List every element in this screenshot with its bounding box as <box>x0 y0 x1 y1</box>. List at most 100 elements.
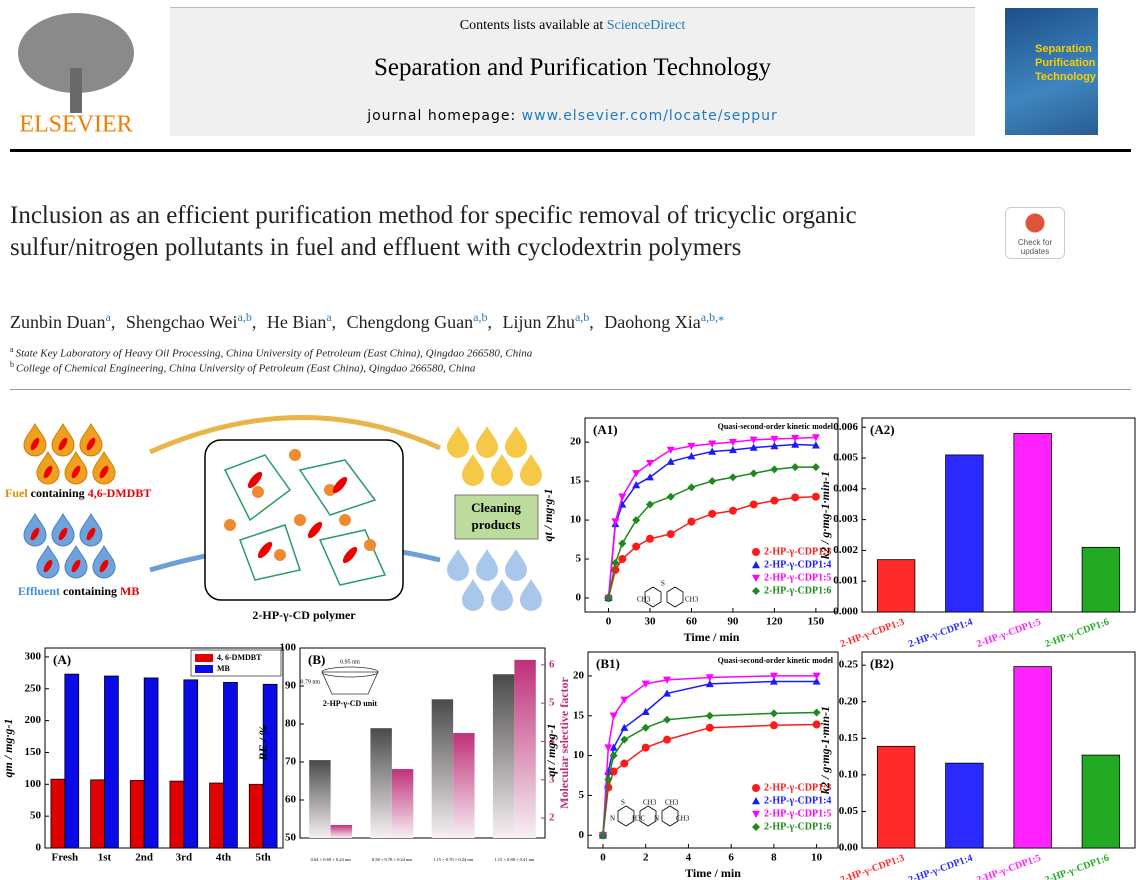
x-tick-label: 60 <box>686 616 698 628</box>
bar <box>945 454 984 613</box>
author[interactable]: Daohong Xiaa,b,⁎ <box>604 310 724 332</box>
fuel-arrow <box>148 415 442 455</box>
y2-tick-label: 3 <box>549 773 555 785</box>
abstract-content: Cleaning products Fuel containing 4,6-DM… <box>1 415 1136 880</box>
author[interactable]: He Biana <box>266 310 342 332</box>
products-label: Cleaning <box>471 500 521 515</box>
x-tick-label: 30 <box>644 616 656 628</box>
x-axis-label: Time / min <box>684 630 740 644</box>
legend-label: 2-HP-γ-CDP1:3 <box>764 782 831 793</box>
panel-label: (B1) <box>596 656 620 671</box>
y-axis-label: qt / mg·g-1 <box>541 489 555 542</box>
products-label: products <box>472 517 521 532</box>
marker <box>620 723 629 731</box>
marker <box>770 496 779 505</box>
author[interactable]: Zunbin Duana <box>10 310 121 332</box>
journal-cover: Separation Purification Technology <box>1005 8 1098 135</box>
author[interactable]: Lijun Zhua,b <box>502 310 599 332</box>
y-tick-label: 100 <box>25 778 42 790</box>
x-tick-label: 8 <box>771 852 777 864</box>
check-updates-badge[interactable]: Check for updates <box>1005 207 1065 259</box>
annotation: Quasi-second-order kinetic model <box>718 422 834 431</box>
bar <box>223 681 238 849</box>
marker <box>687 452 696 460</box>
affiliation-text: College of Chemical Engineering, China U… <box>16 362 476 375</box>
section-rule <box>10 389 1131 390</box>
y-tick-label: 20 <box>570 436 582 448</box>
marker <box>811 434 820 442</box>
y-tick-label: 50 <box>285 832 297 844</box>
marker <box>641 743 650 752</box>
structure-drawing <box>644 586 684 608</box>
bar <box>330 824 353 838</box>
x-tick-label: 2-HP-γ-CDP1:6 <box>1044 617 1111 650</box>
x-tick-label: 0 <box>600 852 606 864</box>
legend-label: 4, 6-DMDBT <box>217 653 262 662</box>
y-tick-label: 5 <box>576 553 582 565</box>
bar <box>169 780 185 849</box>
y-axis-label: qm / mg·g-1 <box>1 719 15 778</box>
legend-marker <box>752 561 760 569</box>
label-part: Fuel <box>5 486 28 500</box>
legend-swatch <box>195 665 213 673</box>
x-tick-label: 2 <box>643 852 649 864</box>
structure-label: CH3 <box>676 815 690 823</box>
marker <box>791 493 800 502</box>
legend-label: 2-HP-γ-CDP1:4 <box>764 559 831 570</box>
marker <box>812 720 821 729</box>
marker <box>687 483 696 492</box>
marker <box>632 516 641 525</box>
label-part: Effluent <box>18 584 60 598</box>
graphical-abstract: Cleaning products Fuel containing 4,6-DM… <box>1 415 1136 880</box>
y-tick-label: 0.00 <box>839 842 859 854</box>
structure-drawing <box>617 805 679 827</box>
x-tick-label: 4 <box>686 852 692 864</box>
effluent-label: Effluent containing MB <box>18 584 139 598</box>
y-tick-label: 15 <box>570 475 582 487</box>
x-tick-label: 1st <box>98 852 112 864</box>
legend-label: 2-HP-γ-CDP1:6 <box>764 821 831 832</box>
marker <box>769 721 778 730</box>
x-tick-label: 3rd <box>176 852 193 864</box>
clean-water-drops <box>447 549 542 611</box>
marker <box>611 518 620 526</box>
sciencedirect-link[interactable]: ScienceDirect <box>606 18 686 33</box>
marker <box>708 509 717 518</box>
panel-label: (B) <box>308 652 325 667</box>
marker <box>666 492 675 501</box>
author[interactable]: Shengchao Weia,b <box>126 310 263 332</box>
author-aff: a <box>105 310 111 324</box>
marker <box>811 463 820 472</box>
bar <box>143 677 159 849</box>
author-name: He Bian <box>266 312 327 332</box>
y-tick-label: 0.20 <box>839 695 859 707</box>
author[interactable]: Chengdong Guana,b <box>347 310 498 332</box>
affiliation-text: State Key Laboratory of Heavy Oil Proces… <box>15 347 533 360</box>
cover-word: Technology <box>1035 71 1096 83</box>
x-tick-label: 0.58 × 0.78 × 0.24 nm <box>372 857 413 862</box>
clean-fuel-drops <box>447 426 542 486</box>
legend-label: 2-HP-γ-CDP1:6 <box>764 585 831 596</box>
marker <box>609 767 618 776</box>
y-tick-label: 70 <box>285 756 297 768</box>
y-tick-label: 0.006 <box>833 421 858 433</box>
homepage-link[interactable]: www.elsevier.com/locate/seppur <box>521 108 778 124</box>
y-tick-label: 100 <box>280 642 297 654</box>
marker <box>604 744 613 752</box>
marker <box>618 539 627 548</box>
structure-label: CH3 <box>685 596 699 604</box>
y-tick-label: 90 <box>285 680 297 692</box>
marker <box>645 534 654 543</box>
y-tick-label: 5 <box>579 789 585 801</box>
article-title: Inclusion as an efficient purification m… <box>10 202 857 261</box>
journal-name: Separation and Purification Technology <box>374 54 771 81</box>
marker <box>666 530 675 539</box>
legend-label: 2-HP-γ-CDP1:3 <box>764 546 831 557</box>
chart-panel: 0 50 100 150 200 250 300 qm / mg·g-1 (A) Fresh 1st… <box>1 647 284 864</box>
legend-label: 2-HP-γ-CDP1:5 <box>764 572 831 583</box>
bar <box>370 728 392 838</box>
x-tick-label: 0.64 × 0.69 × 0.24 nm <box>311 857 352 862</box>
marker <box>749 469 758 478</box>
journal-banner: Contents lists available at ScienceDirec… <box>170 7 975 136</box>
